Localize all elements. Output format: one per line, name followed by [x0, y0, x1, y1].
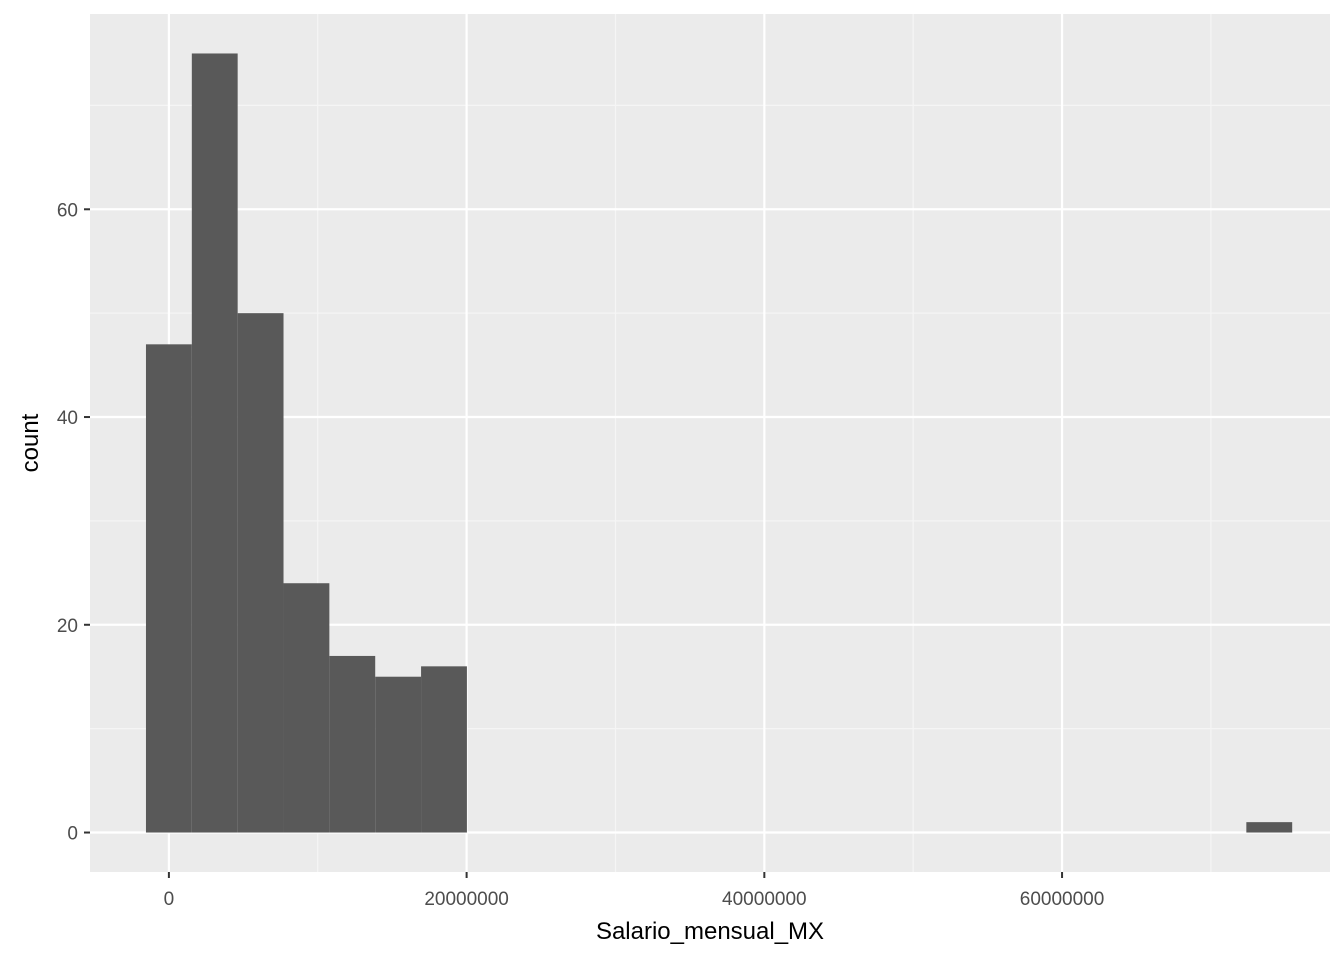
y-tick-label: 20	[57, 616, 78, 637]
histogram-bar	[237, 313, 284, 833]
y-tick-label: 0	[67, 824, 78, 845]
histogram-bar	[1246, 822, 1293, 833]
histogram-bar	[191, 53, 238, 833]
x-tick-label: 60000000	[1020, 889, 1105, 910]
x-axis-ticks: 0 20000000 40000000 60000000	[164, 872, 1105, 910]
x-tick-label: 40000000	[722, 889, 807, 910]
grid-minor-lines	[90, 14, 1330, 872]
x-axis-title: Salario_mensual_MX	[596, 918, 824, 945]
x-tick-label: 20000000	[424, 889, 509, 910]
histogram-bar	[329, 655, 376, 833]
histogram-bar	[283, 583, 330, 833]
histogram-bars	[145, 53, 1293, 833]
x-tick-label: 0	[164, 889, 175, 910]
y-tick-label: 60	[57, 200, 78, 221]
y-axis-title: count	[17, 413, 44, 472]
y-axis-ticks: 0 20 40 60	[57, 200, 90, 845]
y-tick-label: 40	[57, 408, 78, 429]
histogram-bar	[375, 676, 422, 833]
histogram-bar	[421, 666, 467, 833]
histogram-bar	[145, 344, 192, 833]
